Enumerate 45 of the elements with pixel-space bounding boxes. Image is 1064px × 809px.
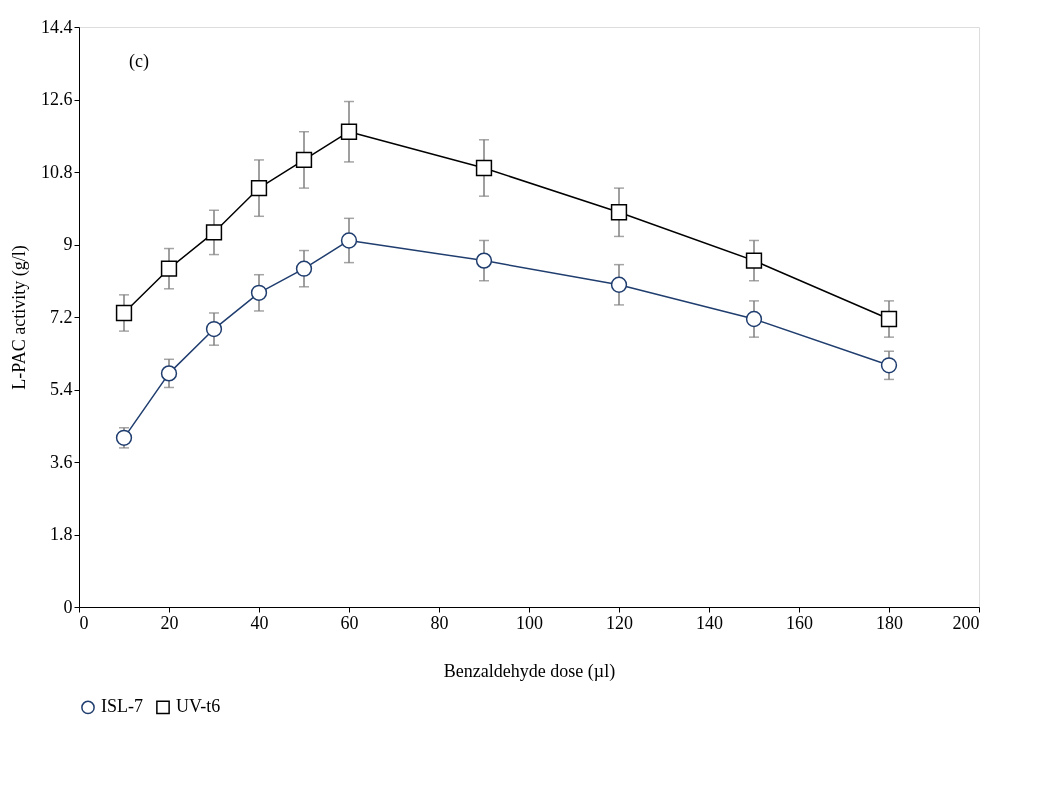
x-tick-label: 0 [79,612,89,633]
point [295,151,313,169]
point [880,310,898,328]
y-tick-label: 0 [63,596,73,617]
y-tick-label: 7.2 [50,306,73,327]
x-tick-label: 140 [696,612,723,633]
point [475,159,493,177]
y-tick-label: 9 [63,234,73,254]
annotation: (c) [129,51,149,72]
point [610,204,628,221]
point [475,252,493,269]
point [115,304,133,322]
y-tick-label: 14.4 [41,16,73,37]
y-tick-label: 1.8 [50,524,73,544]
y-tick-label: 10.8 [41,161,73,182]
x-tick-label: 20 [160,612,179,633]
point [160,365,178,382]
x-tick-label: 180 [876,612,903,633]
y-tick-label: 5.4 [50,379,73,399]
y-axis-title: L-PAC activity (g/l) [9,245,30,390]
point [880,357,898,374]
x-tick-label: 120 [606,612,633,633]
point [295,260,313,277]
point [340,232,358,249]
y-tick-label: 12.6 [41,89,73,109]
legend-label: ISL-7 [101,696,143,717]
legend-label: UV-t6 [176,696,221,717]
x-tick-label: 40 [250,612,269,633]
point [115,429,133,446]
point [205,224,223,241]
x-tick-label: 160 [786,612,813,633]
point [250,179,268,197]
y-tick-label: 3.6 [50,451,73,472]
x-tick-label: 200 [952,612,980,633]
x-tick-label: 80 [430,612,449,633]
point [340,123,358,140]
point [205,320,223,338]
point [745,310,763,328]
point [745,252,763,269]
x-axis-title: Benzaldehyde dose (µl) [443,660,616,682]
x-tick-label: 60 [340,612,359,633]
point [250,284,268,301]
x-tick-label: 100 [516,612,543,633]
point [610,276,628,293]
point [160,260,178,277]
